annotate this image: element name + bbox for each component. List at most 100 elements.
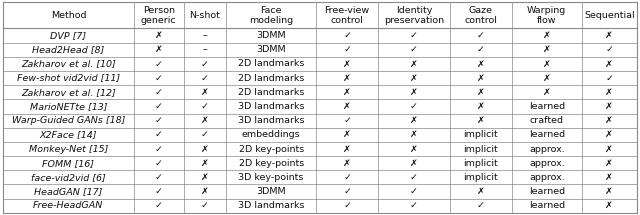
Text: Free-view
control: Free-view control (324, 6, 370, 25)
Text: 3DMM: 3DMM (257, 187, 286, 196)
Text: FOMM [16]: FOMM [16] (42, 159, 95, 168)
Text: face-vid2vid [6]: face-vid2vid [6] (31, 173, 106, 182)
Text: embeddings: embeddings (242, 130, 300, 139)
Text: ✗: ✗ (201, 144, 209, 154)
Text: ✓: ✓ (343, 173, 351, 182)
Text: ✗: ✗ (605, 144, 613, 154)
Text: Warp-Guided GANs [18]: Warp-Guided GANs [18] (12, 116, 125, 125)
Text: implicit: implicit (463, 159, 499, 168)
Text: ✓: ✓ (155, 88, 163, 97)
Text: ✗: ✗ (201, 159, 209, 168)
Text: –: – (202, 31, 207, 40)
Text: ✗: ✗ (343, 59, 351, 68)
Text: Free-HeadGAN: Free-HeadGAN (33, 201, 104, 210)
Text: ✓: ✓ (155, 59, 163, 68)
Text: ✓: ✓ (343, 31, 351, 40)
Text: DVP [7]: DVP [7] (51, 31, 86, 40)
Text: 2D key-points: 2D key-points (239, 159, 304, 168)
Text: ✓: ✓ (201, 201, 209, 210)
Text: implicit: implicit (463, 173, 499, 182)
Text: approx.: approx. (529, 173, 564, 182)
Text: ✗: ✗ (201, 88, 209, 97)
Text: Few-shot vid2vid [11]: Few-shot vid2vid [11] (17, 74, 120, 83)
Text: ✗: ✗ (410, 74, 418, 83)
Text: ✓: ✓ (155, 144, 163, 154)
Text: ✗: ✗ (155, 31, 163, 40)
Text: learned: learned (529, 102, 565, 111)
Text: 2D landmarks: 2D landmarks (238, 88, 305, 97)
Text: ✗: ✗ (543, 88, 551, 97)
Text: ✗: ✗ (343, 88, 351, 97)
Text: ✗: ✗ (605, 187, 613, 196)
Text: ✓: ✓ (410, 31, 418, 40)
Text: learned: learned (529, 130, 565, 139)
Text: ✗: ✗ (477, 88, 485, 97)
Text: ✗: ✗ (605, 159, 613, 168)
Text: ✓: ✓ (343, 187, 351, 196)
Text: 2D landmarks: 2D landmarks (238, 74, 305, 83)
Text: Warping
flow: Warping flow (527, 6, 566, 25)
Text: Sequential: Sequential (584, 11, 635, 20)
Text: Monkey-Net [15]: Monkey-Net [15] (29, 144, 108, 154)
Text: Zakharov et al. [12]: Zakharov et al. [12] (21, 88, 116, 97)
Text: X2Face [14]: X2Face [14] (40, 130, 97, 139)
Text: 3D landmarks: 3D landmarks (238, 201, 305, 210)
Text: ✗: ✗ (410, 130, 418, 139)
Text: ✗: ✗ (605, 173, 613, 182)
Text: ✓: ✓ (201, 102, 209, 111)
Text: Identity
preservation: Identity preservation (384, 6, 444, 25)
Text: HeadGAN [17]: HeadGAN [17] (35, 187, 102, 196)
Text: ✓: ✓ (155, 102, 163, 111)
Text: ✗: ✗ (410, 59, 418, 68)
Text: ✗: ✗ (477, 59, 485, 68)
Text: ✗: ✗ (605, 88, 613, 97)
Text: 3DMM: 3DMM (257, 45, 286, 54)
Text: implicit: implicit (463, 144, 499, 154)
Text: ✗: ✗ (201, 116, 209, 125)
Text: ✓: ✓ (201, 130, 209, 139)
Text: ✓: ✓ (155, 187, 163, 196)
Text: approx.: approx. (529, 144, 564, 154)
Text: ✗: ✗ (155, 45, 163, 54)
Text: ✓: ✓ (201, 74, 209, 83)
Text: ✓: ✓ (155, 116, 163, 125)
Text: –: – (202, 45, 207, 54)
Text: ✗: ✗ (343, 159, 351, 168)
Text: ✓: ✓ (410, 187, 418, 196)
Text: ✗: ✗ (410, 116, 418, 125)
Text: ✗: ✗ (543, 45, 551, 54)
Text: ✓: ✓ (155, 173, 163, 182)
Text: 3DMM: 3DMM (257, 31, 286, 40)
Text: ✗: ✗ (477, 116, 485, 125)
Text: 2D landmarks: 2D landmarks (238, 59, 305, 68)
Text: Head2Head [8]: Head2Head [8] (32, 45, 104, 54)
Text: ✓: ✓ (410, 45, 418, 54)
Text: ✗: ✗ (477, 74, 485, 83)
Text: ✓: ✓ (343, 116, 351, 125)
Text: ✗: ✗ (477, 187, 485, 196)
Text: ✓: ✓ (477, 45, 485, 54)
Text: ✓: ✓ (343, 201, 351, 210)
Text: ✗: ✗ (410, 144, 418, 154)
Text: learned: learned (529, 187, 565, 196)
Text: ✓: ✓ (155, 74, 163, 83)
Text: ✓: ✓ (155, 201, 163, 210)
Text: Person
generic: Person generic (141, 6, 177, 25)
Text: ✗: ✗ (343, 74, 351, 83)
Text: ✗: ✗ (605, 201, 613, 210)
Text: ✗: ✗ (343, 144, 351, 154)
Text: ✗: ✗ (343, 102, 351, 111)
Text: ✓: ✓ (201, 59, 209, 68)
Text: ✗: ✗ (410, 159, 418, 168)
Text: learned: learned (529, 201, 565, 210)
Text: ✓: ✓ (155, 130, 163, 139)
Text: ✓: ✓ (477, 201, 485, 210)
Text: ✓: ✓ (605, 45, 613, 54)
Text: ✗: ✗ (543, 59, 551, 68)
Text: ✗: ✗ (543, 74, 551, 83)
Text: ✗: ✗ (543, 31, 551, 40)
Text: approx.: approx. (529, 159, 564, 168)
Text: ✓: ✓ (155, 159, 163, 168)
Text: ✗: ✗ (410, 88, 418, 97)
Text: ✓: ✓ (343, 45, 351, 54)
